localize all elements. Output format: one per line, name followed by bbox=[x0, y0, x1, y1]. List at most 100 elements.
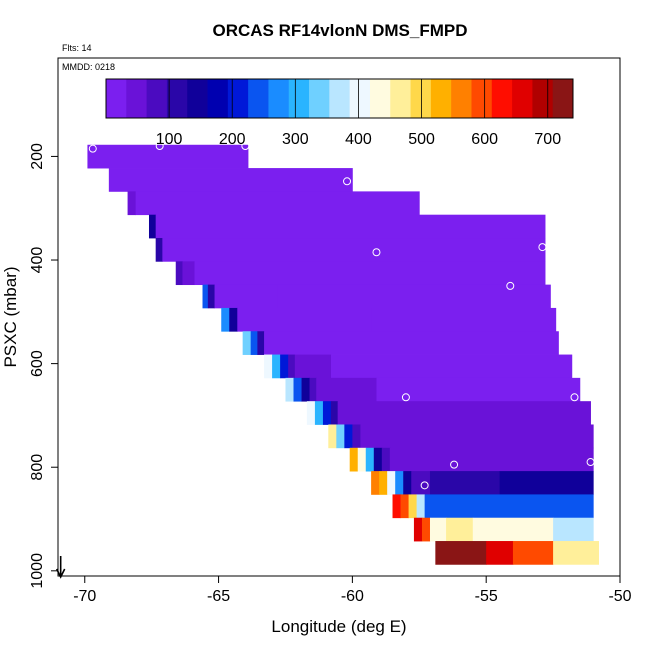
sample-point bbox=[420, 481, 429, 490]
colorbar: 100 200 300 400 500 600 700 bbox=[105, 78, 574, 148]
heatmap-cell bbox=[387, 471, 396, 495]
colorbar-swatch bbox=[187, 79, 208, 118]
heatmap-cell bbox=[472, 517, 554, 542]
heatmap-cell bbox=[371, 307, 557, 332]
x-tick-label: -65 bbox=[207, 588, 230, 605]
surface-arrow-head bbox=[55, 568, 66, 579]
heatmap-layer bbox=[87, 144, 599, 565]
colorbar-tick-label: 700 bbox=[534, 131, 561, 148]
heatmap-cell bbox=[314, 401, 324, 425]
y-tick-label: 1000 bbox=[29, 553, 46, 589]
heatmap-cell bbox=[360, 424, 594, 449]
heatmap-cell bbox=[250, 331, 258, 355]
surface-arrow-icon bbox=[55, 556, 66, 579]
colorbar-frame bbox=[105, 78, 574, 119]
sample-point bbox=[241, 142, 250, 151]
heatmap-cell bbox=[87, 144, 249, 169]
heatmap-cell bbox=[376, 377, 581, 402]
heatmap-cell bbox=[379, 471, 388, 495]
colorbar-swatch bbox=[309, 79, 330, 118]
heatmap-cell bbox=[373, 447, 383, 472]
sample-point bbox=[343, 177, 352, 186]
heatmap-cell bbox=[381, 447, 391, 472]
heatmap-cell bbox=[309, 377, 317, 402]
heatmap-cell bbox=[175, 261, 183, 286]
heatmap-cell bbox=[400, 494, 409, 519]
x-tick-label: -55 bbox=[475, 588, 498, 605]
heatmap-cell bbox=[288, 354, 296, 379]
colorbar-swatch bbox=[166, 79, 188, 118]
heatmap-cell bbox=[365, 447, 375, 472]
y-tick-label: 200 bbox=[29, 143, 46, 170]
heatmap-cell bbox=[330, 401, 339, 425]
heatmap-cell bbox=[429, 471, 500, 495]
heatmap-cell bbox=[357, 447, 367, 472]
heatmap-cell bbox=[135, 191, 420, 216]
sample-point bbox=[506, 281, 515, 290]
heatmap-cell bbox=[242, 331, 252, 355]
colorbar-swatch bbox=[471, 79, 493, 118]
heatmap-cell bbox=[272, 354, 281, 379]
heatmap-cell bbox=[446, 517, 474, 542]
colorbar-tick-label: 600 bbox=[471, 131, 498, 148]
x-axis: -70 -65 -60 -55 -50 bbox=[73, 575, 632, 605]
colorbar-swatch bbox=[532, 79, 554, 118]
colorbar-swatch bbox=[491, 79, 513, 118]
heatmap-cell bbox=[512, 541, 554, 565]
heatmap-cell bbox=[408, 494, 418, 519]
colorbar-swatch bbox=[390, 79, 411, 118]
heatmap-cell bbox=[344, 424, 353, 449]
colorbar-swatch bbox=[207, 79, 229, 118]
x-tick-label: -50 bbox=[608, 588, 631, 605]
heatmap-cell bbox=[264, 354, 273, 379]
y-tick-label: 400 bbox=[29, 247, 46, 274]
colorbar-tick-label: 500 bbox=[408, 131, 435, 148]
colorbar-swatch bbox=[410, 79, 432, 118]
heatmap-cell bbox=[421, 517, 431, 542]
colorbar-tick-label: 300 bbox=[282, 131, 309, 148]
chart-title: ORCAS RF14vlonN DMS_FMPD bbox=[212, 21, 467, 40]
heatmap-cell bbox=[416, 494, 426, 519]
heatmap-cell bbox=[280, 354, 289, 379]
sample-point bbox=[570, 393, 579, 402]
heatmap-cell bbox=[182, 261, 195, 286]
heatmap-cell bbox=[352, 424, 361, 449]
colorbar-swatch bbox=[248, 79, 269, 118]
colorbar-background bbox=[58, 60, 620, 72]
heatmap-cell bbox=[127, 191, 137, 216]
y-tick-label: 600 bbox=[29, 350, 46, 377]
sample-point bbox=[372, 248, 381, 257]
y-axis: 200 400 600 800 1000 bbox=[29, 143, 59, 589]
heatmap-cell bbox=[221, 307, 230, 332]
heatmap-cell bbox=[429, 517, 447, 542]
sample-point bbox=[401, 393, 410, 402]
colorbar-swatch bbox=[146, 79, 168, 118]
heatmap-cell bbox=[229, 307, 238, 332]
sample-point bbox=[586, 458, 595, 467]
heatmap-cell bbox=[237, 307, 372, 332]
colorbar-tick-label: 200 bbox=[219, 131, 246, 148]
heatmap-cell bbox=[306, 401, 316, 425]
heatmap-cell bbox=[257, 331, 265, 355]
colorbar-swatch bbox=[126, 79, 148, 118]
heatmap-cell bbox=[337, 401, 591, 425]
heatmap-cell bbox=[486, 541, 514, 565]
heatmap-cell bbox=[403, 471, 412, 495]
sample-point bbox=[88, 144, 97, 153]
heatmap-cell bbox=[285, 377, 294, 402]
heatmap-cell bbox=[322, 401, 332, 425]
colorbar-swatch bbox=[288, 79, 310, 118]
colorbar-tick-label: 100 bbox=[156, 131, 183, 148]
y-axis-label: PSXC (mbar) bbox=[1, 266, 20, 367]
colorbar-swatch bbox=[349, 79, 371, 118]
colorbar-swatch bbox=[451, 79, 472, 118]
heatmap-cell bbox=[424, 494, 594, 519]
heatmap-cell bbox=[264, 331, 559, 355]
heatmap-cell bbox=[553, 541, 599, 565]
heatmap-cell bbox=[328, 424, 337, 449]
colorbar-swatch bbox=[329, 79, 351, 118]
heatmap-cell bbox=[155, 238, 163, 262]
heatmap-cell bbox=[330, 354, 573, 379]
y-tick-label: 800 bbox=[29, 454, 46, 481]
